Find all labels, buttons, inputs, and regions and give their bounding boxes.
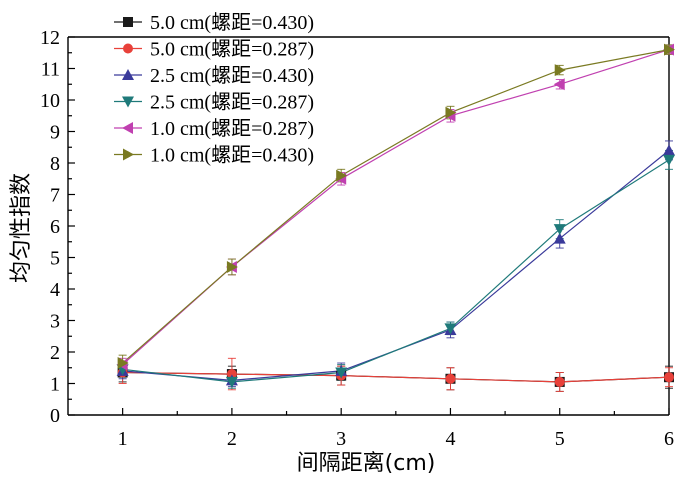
data-point (553, 224, 566, 236)
data-point (664, 372, 674, 383)
x-tick-label: 4 (445, 428, 455, 450)
data-point (553, 78, 565, 91)
legend-marker (123, 17, 133, 27)
legend-marker (123, 148, 134, 161)
y-tick-label: 7 (50, 185, 60, 207)
x-axis-title: 间隔距离(cm) (297, 451, 436, 476)
y-tick-label: 1 (50, 374, 60, 396)
data-point (225, 376, 238, 388)
y-tick-label: 2 (50, 342, 60, 364)
y-tick-label: 11 (41, 59, 60, 81)
y-axis-title: 均匀性指数 (9, 173, 34, 283)
legend-label: 2.5 cm(螺距=0.430) (150, 64, 314, 87)
legend-label: 1.0 cm(螺距=0.430) (150, 144, 314, 167)
data-point (444, 323, 457, 335)
series-markers (116, 43, 675, 388)
series-line-6 (122, 49, 670, 364)
y-tick-label: 10 (40, 90, 60, 112)
y-tick-label: 3 (50, 311, 60, 333)
legend-label: 5.0 cm(螺距=0.430) (150, 11, 314, 34)
x-tick-label: 6 (664, 428, 674, 450)
series-line-2 (122, 371, 670, 383)
y-tick-label: 8 (50, 153, 60, 175)
y-tick-label: 9 (50, 122, 60, 144)
legend-marker (122, 69, 134, 80)
legend-label: 5.0 cm(螺距=0.287) (150, 38, 314, 61)
x-tick-label: 2 (227, 428, 237, 450)
legend-marker (122, 96, 134, 108)
series-line-4 (122, 159, 670, 383)
data-point (554, 376, 565, 387)
data-point (554, 64, 566, 77)
data-point (335, 367, 348, 379)
legend-marker (123, 43, 133, 54)
data-point (445, 373, 456, 384)
data-point (664, 43, 675, 56)
data-point (117, 357, 129, 370)
data-point (553, 232, 566, 244)
y-tick-label: 0 (50, 405, 60, 427)
data-point (226, 260, 238, 273)
y-tick-label: 5 (50, 248, 60, 270)
legend-label: 1.0 cm(螺距=0.287) (150, 117, 314, 140)
series-line-3 (122, 149, 670, 382)
data-point (226, 369, 237, 380)
x-tick-label: 5 (555, 428, 565, 450)
data-point (663, 144, 675, 156)
data-point (663, 154, 675, 166)
y-tick-label: 12 (40, 27, 60, 49)
data-point (336, 169, 348, 182)
series-lines (122, 49, 670, 383)
y-tick-label: 6 (50, 216, 60, 238)
data-point (445, 106, 457, 119)
legend-label: 2.5 cm(螺距=0.287) (150, 91, 314, 114)
y-tick-label: 4 (50, 279, 60, 301)
legend: 5.0 cm(螺距=0.430) 5.0 cm(螺距=0.287) 2.5 cm(螺… (114, 11, 314, 167)
x-tick-label: 1 (118, 428, 128, 450)
legend-marker (122, 122, 133, 134)
x-tick-label: 3 (336, 428, 346, 450)
